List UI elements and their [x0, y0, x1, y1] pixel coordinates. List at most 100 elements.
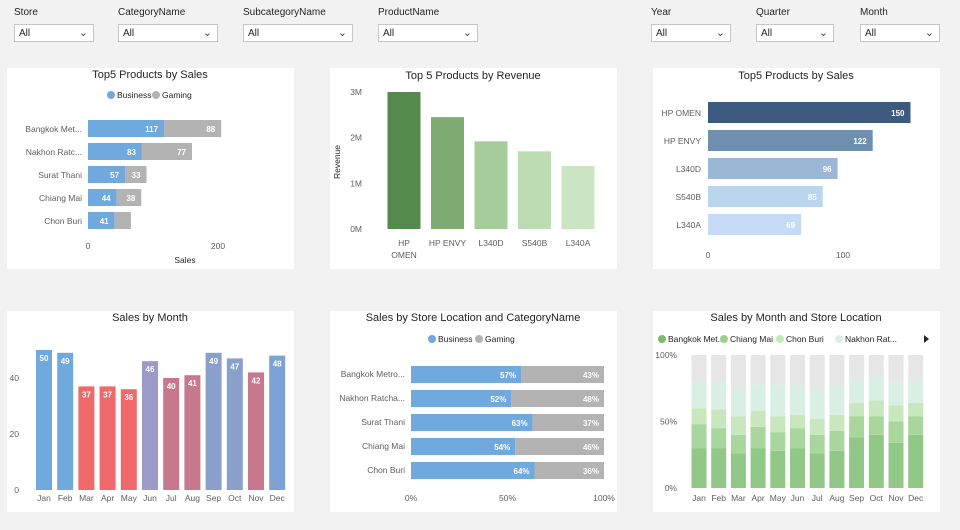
- category-label: Chiang Mai: [39, 193, 82, 203]
- chevron-down-icon: ⌄: [462, 27, 472, 39]
- bar-business: [411, 438, 516, 455]
- filter-subcategory: SubcategoryName All ⌄: [243, 6, 353, 42]
- category-dropdown[interactable]: All ⌄: [118, 24, 218, 42]
- chevron-down-icon: ⌄: [715, 27, 725, 39]
- data-label: 42: [252, 376, 261, 385]
- bar-segment: [868, 355, 884, 375]
- bar-segment: [829, 430, 845, 451]
- category-label: L340D: [676, 164, 701, 174]
- bar: [120, 389, 137, 490]
- data-label: 38: [126, 194, 135, 203]
- panel-sales-by-month: Sales by Month 0 20 40 50 Jan 49 Feb 37 Mar 37 Apr 3…: [7, 311, 294, 512]
- data-label: 36%: [583, 467, 599, 476]
- bar-segment: [888, 442, 904, 488]
- category-label: Nakhon Ratcha...: [339, 393, 405, 403]
- bar: [78, 386, 95, 490]
- category-label: Chon Buri: [44, 216, 82, 226]
- bar-segment: [790, 414, 805, 429]
- revenue-chart: Top 5 Products by Revenue 0M 1M 2M 3M Revenue…: [332, 70, 595, 260]
- bar-segment: [908, 416, 924, 435]
- data-label: 63%: [512, 419, 528, 428]
- bar-segment: [790, 428, 805, 449]
- dropdown-value: All: [865, 28, 877, 39]
- month-label: Sep: [206, 493, 221, 503]
- bar-segment: [868, 400, 884, 417]
- subcategory-dropdown[interactable]: All ⌄: [243, 24, 353, 42]
- y-tick: 100%: [655, 350, 677, 360]
- filter-label: Month: [860, 7, 888, 18]
- bar-segment: [730, 416, 746, 435]
- dropdown-value: All: [761, 28, 773, 39]
- panel-top5-products: Top5 Products by Sales HP OMEN 150 HP ENVY 1…: [653, 68, 940, 269]
- bar: [205, 352, 222, 490]
- y-tick: 3M: [350, 87, 362, 97]
- bar-segment: [750, 426, 766, 449]
- legend-label: Bangkok Met...: [668, 334, 725, 344]
- data-label: 57%: [500, 371, 516, 380]
- bar-gaming: [125, 166, 147, 183]
- data-label: 69: [786, 221, 795, 230]
- bar-segment: [849, 437, 865, 488]
- data-label: 64%: [514, 467, 530, 476]
- data-label: 44: [102, 194, 111, 203]
- bar-segment: [691, 355, 707, 382]
- chevron-down-icon: ⌄: [924, 27, 934, 39]
- month-label: Sep: [849, 493, 864, 503]
- y-tick: 2M: [350, 133, 362, 143]
- data-label: 50: [40, 354, 49, 363]
- quarter-dropdown[interactable]: All ⌄: [756, 24, 834, 42]
- bar-segment: [829, 355, 845, 386]
- category-label: HP ENVY: [664, 136, 701, 146]
- bar-gaming: [141, 143, 192, 160]
- bar-segment: [809, 388, 825, 419]
- dropdown-value: All: [248, 28, 260, 39]
- year-dropdown[interactable]: All ⌄: [651, 24, 731, 42]
- month-label: Dec: [270, 493, 286, 503]
- category-label: HP: [398, 238, 410, 248]
- store-dropdown[interactable]: All ⌄: [14, 24, 94, 42]
- legend-label: Chon Buri: [786, 334, 824, 344]
- panel-top5-stacked: Top5 Products by Sales Business Gaming Bang…: [7, 68, 294, 269]
- legend-marker: [835, 335, 843, 343]
- bar-segment: [849, 378, 865, 403]
- bar-business: [88, 120, 165, 137]
- month-label: Jun: [143, 493, 157, 503]
- data-label: 77: [177, 148, 186, 157]
- month-label: Feb: [711, 493, 726, 503]
- bar: [226, 358, 243, 490]
- panel-month-store: Sales by Month and Store Location Bangkok…: [653, 311, 940, 512]
- legend-marker: [720, 335, 728, 343]
- data-label: 46%: [583, 443, 599, 452]
- bar-segment: [691, 448, 707, 488]
- product-dropdown[interactable]: All ⌄: [378, 24, 478, 42]
- legend-marker: [428, 335, 436, 343]
- month-label: Jan: [692, 493, 706, 503]
- chart-title: Sales by Store Location and CategoryName: [366, 312, 581, 324]
- chevron-down-icon: ⌄: [78, 27, 88, 39]
- bar-segment: [908, 434, 924, 488]
- bar-segment: [711, 428, 727, 449]
- filter-product: ProductName All ⌄: [378, 6, 478, 42]
- legend-marker: [107, 91, 115, 99]
- bar: [142, 361, 158, 490]
- month-label: Dec: [908, 493, 924, 503]
- x-tick: 0: [86, 241, 91, 251]
- month-label: May: [770, 493, 787, 503]
- category-label: L340D: [478, 238, 503, 248]
- data-label: 36: [124, 393, 133, 402]
- legend-label: Gaming: [162, 90, 192, 100]
- month-dropdown[interactable]: All ⌄: [860, 24, 940, 42]
- bar-segment: [829, 385, 845, 415]
- x-tick: 100%: [593, 493, 615, 503]
- filter-label: Year: [651, 7, 672, 18]
- bar-gaming: [515, 438, 604, 455]
- category-label: Surat Thani: [38, 170, 82, 180]
- bar-segment: [770, 450, 786, 488]
- dropdown-value: All: [123, 28, 135, 39]
- legend-marker: [658, 335, 666, 343]
- month-label: Apr: [101, 493, 114, 503]
- bar-gaming: [532, 414, 604, 431]
- data-label: 49: [209, 357, 218, 366]
- month-label: Mar: [731, 493, 746, 503]
- panel-store-category: Sales by Store Location and CategoryName…: [330, 311, 617, 512]
